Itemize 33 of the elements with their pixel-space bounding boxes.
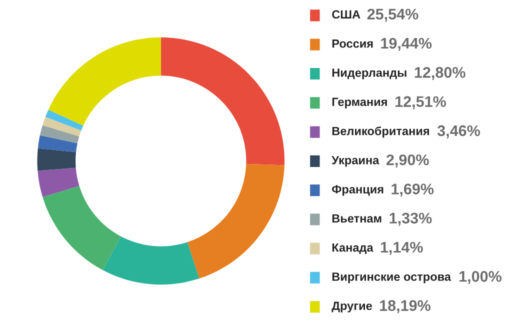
legend-label: Великобритания [332, 126, 429, 138]
data-label: 1,69% [392, 184, 434, 197]
data-label: 3,46% [437, 125, 480, 138]
data-label: 1,33% [390, 212, 432, 226]
legend-label: Германия [332, 98, 387, 108]
data-label: 18,19% [380, 300, 430, 314]
donut-slice [102, 236, 200, 285]
data-label: 1,14% [380, 242, 423, 255]
legend-label: США [332, 10, 360, 19]
data-label: 12,51% [396, 96, 446, 110]
donut-slice [37, 148, 76, 171]
data-label: 1,00% [460, 271, 502, 284]
legend-label: Другие [332, 302, 372, 312]
data-label: 19,44% [381, 38, 432, 51]
donut-slice [45, 110, 84, 131]
donut-slice [187, 164, 284, 279]
legend-label: Вьетнам [332, 214, 382, 223]
data-label: 25,54% [367, 8, 418, 22]
data-label: 12,80% [414, 67, 466, 80]
donut-slice [48, 37, 161, 126]
donut-slice [38, 135, 78, 152]
donut-slice [160, 37, 285, 166]
donut-slice [38, 168, 80, 198]
donut-slice [42, 116, 82, 136]
donut-slice [40, 125, 80, 144]
legend-label: Нидерланды [332, 68, 406, 80]
legend-label: Россия [332, 40, 373, 48]
data-label: 2,90% [386, 154, 429, 168]
legend-label: Франция [332, 185, 384, 196]
donut-slice [42, 186, 121, 270]
legend-label: Виргинские острова [332, 272, 452, 284]
legend-label: Канада [332, 244, 374, 254]
legend-label: Украина [332, 156, 380, 167]
